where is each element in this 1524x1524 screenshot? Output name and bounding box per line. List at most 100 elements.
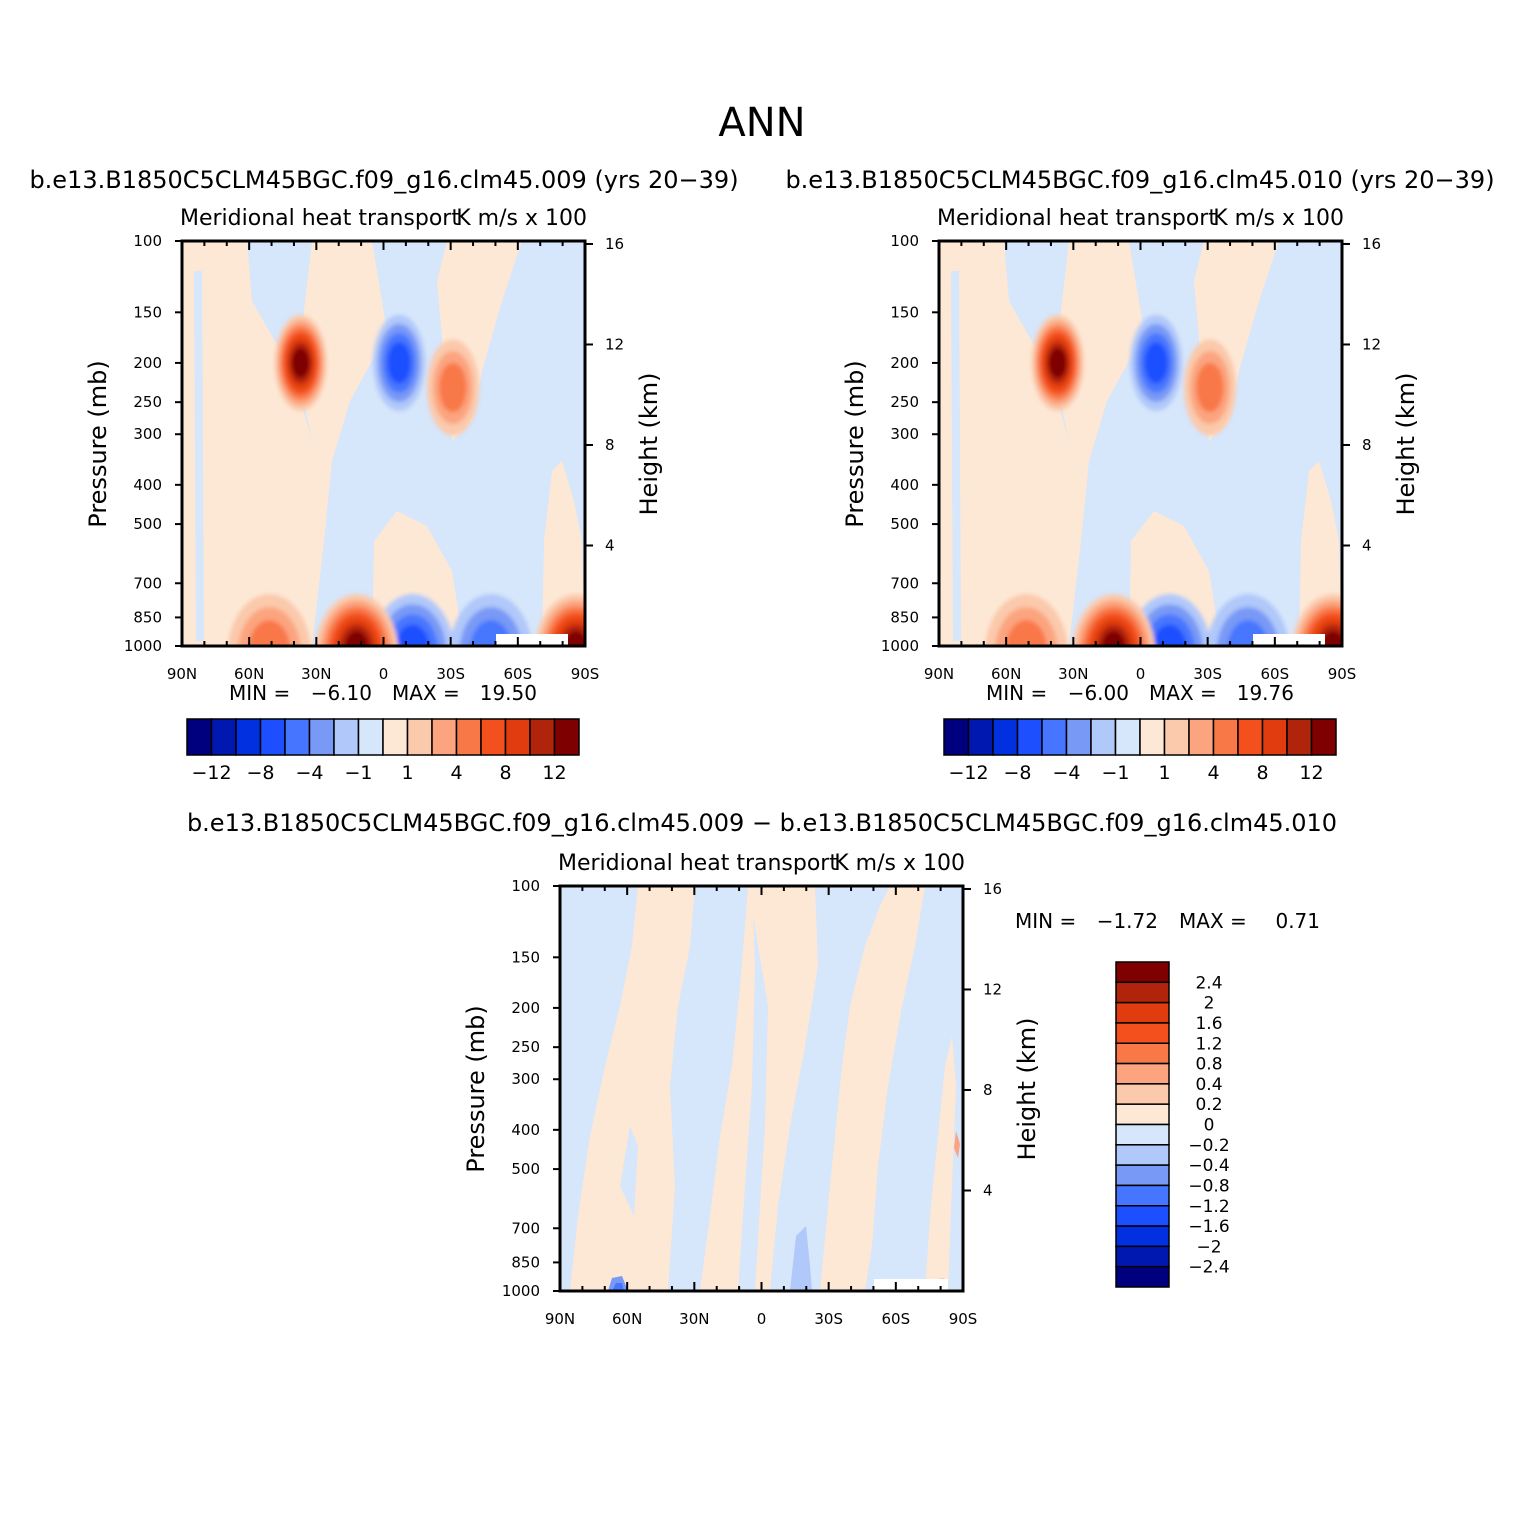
colorbar-swatch xyxy=(186,718,213,756)
colorbar-label: −1 xyxy=(1101,762,1129,784)
x-tick-label: 60S xyxy=(504,665,533,683)
y-tick-label: 300 xyxy=(133,425,162,443)
panel-2-contour-field xyxy=(939,241,1342,646)
y-tick-label: 150 xyxy=(890,303,919,321)
colorbar-swatch xyxy=(1139,718,1166,756)
x-tick-label: 60N xyxy=(234,665,264,683)
colorbar-label: 8 xyxy=(1256,762,1268,784)
colorbar-label: −2.4 xyxy=(1188,1258,1229,1278)
colorbar-label: −12 xyxy=(948,762,988,784)
panel-3-max-label: MAX = xyxy=(1179,909,1247,933)
panel-2-title: b.e13.B1850C5CLM45BGC.f09_g16.clm45.010 … xyxy=(785,166,1494,194)
contour-extremum xyxy=(439,362,467,413)
panel-3-contour-field xyxy=(560,886,963,1291)
colorbar-label: 4 xyxy=(1207,762,1219,784)
panel-1-min-label: MIN = xyxy=(229,681,290,705)
x-tick-label: 30S xyxy=(814,1310,843,1328)
y-right-tick-label: 4 xyxy=(605,536,615,554)
colorbar-label: 12 xyxy=(542,762,566,784)
colorbar-label: 0.4 xyxy=(1195,1075,1222,1095)
panel-1-min-value: −6.10 xyxy=(311,681,372,705)
colorbar-label: 1.6 xyxy=(1195,1014,1222,1034)
colorbar-swatch xyxy=(1090,718,1117,756)
y-right-tick-label: 16 xyxy=(605,235,624,253)
x-tick-label: 60S xyxy=(882,1310,911,1328)
colorbar-swatch xyxy=(259,718,286,756)
colorbar-label: 4 xyxy=(450,762,462,784)
panel-3-min-label: MIN = xyxy=(1015,909,1076,933)
contour-extremum xyxy=(1196,362,1224,413)
colorbar-label: −0.8 xyxy=(1188,1176,1229,1196)
panel-1-colorbar: −12 −8 −4 −1 1 4 8 12 xyxy=(186,718,580,784)
colorbar-swatch xyxy=(967,718,994,756)
panel-1-missing-data xyxy=(496,634,568,646)
colorbar-swatch xyxy=(1115,1062,1170,1085)
colorbar-swatch xyxy=(210,718,237,756)
colorbar-swatch xyxy=(1115,1001,1170,1024)
colorbar-label: 2.4 xyxy=(1195,973,1222,993)
y-tick-label: 100 xyxy=(511,877,540,895)
y-right-tick-label: 12 xyxy=(605,335,624,353)
y-tick-label: 850 xyxy=(133,608,162,626)
colorbar-swatch xyxy=(1163,718,1190,756)
contour-extremum xyxy=(292,348,310,378)
colorbar-swatch xyxy=(1310,718,1337,756)
x-tick-label: 60N xyxy=(991,665,1021,683)
y-tick-label: 400 xyxy=(133,476,162,494)
y-right-tick-label: 8 xyxy=(605,436,615,454)
panel-1-subtitle-left: Meridional heat transport xyxy=(180,206,460,231)
colorbar-label: 1 xyxy=(1158,762,1170,784)
panel-1-axes: 90N 60N 30N 0 30S 60S 90S 100 150 200 250 300 400 500… xyxy=(124,232,624,683)
contour-extremum xyxy=(1005,620,1047,646)
panel-1-max-value: 19.50 xyxy=(480,681,537,705)
y-tick-label: 100 xyxy=(133,232,162,250)
y-right-tick-label: 8 xyxy=(983,1081,993,1099)
colorbar-swatch xyxy=(357,718,384,756)
x-tick-label: 90N xyxy=(167,665,197,683)
panel-2-colorbar: −12 −8 −4 −1 1 4 8 12 xyxy=(943,718,1337,784)
contour-extremum xyxy=(344,631,369,646)
colorbar-label: 0.2 xyxy=(1195,1095,1222,1115)
y-right-tick-label: 16 xyxy=(1362,235,1381,253)
colorbar-label: −4 xyxy=(1052,762,1080,784)
figure-title: ANN xyxy=(718,100,805,146)
y-tick-label: 850 xyxy=(890,608,919,626)
colorbar-label: −1 xyxy=(344,762,372,784)
y-tick-label: 400 xyxy=(511,1121,540,1139)
colorbar-swatch xyxy=(1115,1265,1170,1288)
colorbar-swatch xyxy=(1261,718,1288,756)
contour-extremum xyxy=(1049,348,1067,378)
colorbar-swatch xyxy=(1115,1083,1170,1105)
colorbar-swatch xyxy=(1115,1042,1170,1065)
panel-2-subtitle-right: K m/s x 100 xyxy=(1213,206,1344,231)
contour-extremum xyxy=(1144,342,1168,384)
x-tick-label: 30N xyxy=(679,1310,709,1328)
colorbar-swatch xyxy=(480,718,507,756)
colorbar-swatch xyxy=(1188,718,1215,756)
y-tick-label: 1000 xyxy=(881,637,919,655)
x-tick-label: 90S xyxy=(1328,665,1357,683)
contour-extremum xyxy=(1101,631,1126,646)
x-tick-label: 30S xyxy=(436,665,465,683)
colorbar-swatch xyxy=(1115,1184,1170,1207)
colorbar-swatch xyxy=(431,718,458,756)
y-tick-label: 500 xyxy=(890,515,919,533)
x-tick-label: 60S xyxy=(1261,665,1290,683)
y-tick-label: 1000 xyxy=(502,1282,540,1300)
panel-2-max-value: 19.76 xyxy=(1237,681,1294,705)
y-tick-label: 200 xyxy=(133,354,162,372)
colorbar-swatch xyxy=(308,718,335,756)
colorbar-swatch xyxy=(1115,1103,1170,1126)
colorbar-label: −0.2 xyxy=(1188,1136,1229,1156)
y-tick-label: 700 xyxy=(511,1219,540,1237)
y-tick-label: 300 xyxy=(890,425,919,443)
colorbar-label: 8 xyxy=(499,762,511,784)
colorbar-label: 1.2 xyxy=(1195,1034,1222,1054)
colorbar-swatch xyxy=(382,718,409,756)
x-tick-label: 90S xyxy=(949,1310,978,1328)
colorbar-swatch xyxy=(1114,718,1141,756)
colorbar-swatch xyxy=(1016,718,1043,756)
contour-extremum xyxy=(248,620,290,646)
colorbar-label: −0.4 xyxy=(1188,1156,1229,1176)
